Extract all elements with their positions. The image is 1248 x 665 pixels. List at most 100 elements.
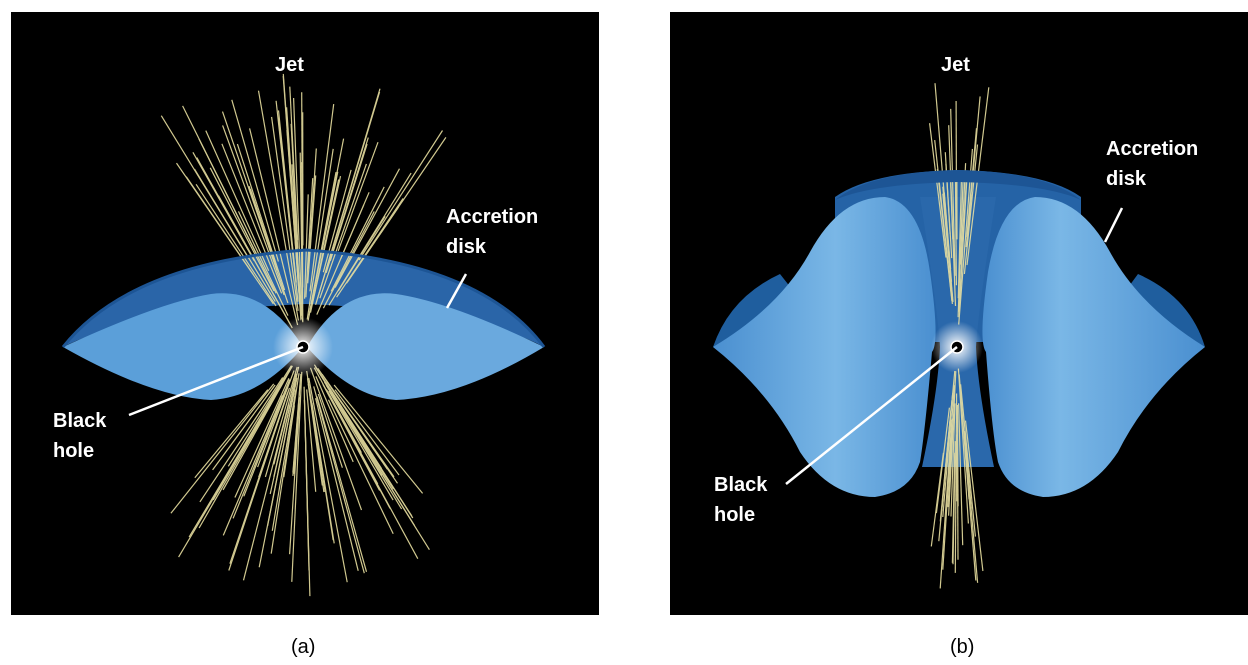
black-hole-pointer-line — [128, 345, 304, 417]
jet-ray — [292, 376, 302, 473]
jet-ray — [337, 215, 386, 292]
jet-ray — [257, 90, 299, 321]
jet-ray — [340, 192, 370, 260]
jet-ray — [236, 143, 286, 291]
jet-ray — [330, 186, 385, 292]
jet-ray — [194, 389, 269, 479]
accretion-disk-back-rim — [63, 250, 544, 347]
jet-ray — [319, 163, 367, 299]
jet-ray — [956, 404, 959, 507]
jet-ray — [939, 385, 955, 589]
jet-ray — [271, 116, 299, 311]
jet-ray — [243, 385, 289, 497]
jet-ray — [221, 111, 289, 304]
jet-ray — [934, 140, 953, 304]
jet-ray — [249, 128, 299, 326]
jet-ray — [930, 452, 944, 547]
accretion-disk-label: Accretion disk — [1106, 138, 1199, 190]
jet-ray — [205, 130, 270, 271]
jet-ray — [960, 384, 976, 537]
jet-ray — [258, 378, 298, 568]
jet-ray — [306, 389, 317, 492]
jet-ray — [309, 175, 342, 313]
panel-a-caption: (a) — [291, 636, 316, 658]
jet-ray — [328, 390, 394, 501]
jet-ray — [212, 384, 276, 471]
jet-ray — [327, 399, 394, 534]
jet-ray — [954, 172, 957, 286]
jet-ray — [307, 383, 323, 486]
jet-ray — [198, 365, 293, 529]
jet-label: Jet — [275, 54, 304, 76]
jet-ray — [306, 370, 326, 492]
jet-upper — [929, 83, 990, 325]
jet-ray — [334, 389, 400, 476]
jet-ray — [277, 110, 297, 283]
black-hole-label: Black hole — [53, 410, 107, 462]
accretion-disk-rim-edge — [61, 248, 546, 348]
jet-ray — [957, 178, 964, 318]
jet-ray — [271, 389, 297, 531]
jet-ray — [307, 148, 317, 269]
jet-ray — [299, 152, 304, 322]
accretion-disk-label: Accretion disk — [446, 206, 539, 258]
jet-ray — [198, 138, 259, 258]
jet-lower — [930, 368, 984, 589]
jet-ray — [942, 186, 954, 302]
jet-ray — [303, 400, 311, 597]
jet-ray — [185, 176, 254, 275]
accretion-disk-pointer-line — [1103, 207, 1124, 243]
jet-ray — [329, 143, 368, 261]
jet-ray — [950, 403, 956, 517]
jet-ray — [313, 386, 365, 574]
jet-ray — [291, 371, 303, 582]
jet-ray — [242, 373, 297, 581]
jet-ray — [309, 104, 335, 292]
jet-ray — [958, 374, 970, 500]
jet-ray — [958, 403, 964, 546]
jet-ray — [315, 376, 354, 463]
jet-ray — [964, 420, 984, 572]
jet-ray — [195, 183, 277, 307]
jet-ray — [939, 407, 952, 522]
jet-ray — [309, 367, 363, 511]
jet-ray — [315, 398, 359, 571]
panel-a-illustration — [61, 73, 546, 597]
jet-ray — [221, 143, 283, 294]
jet-ray — [273, 382, 296, 478]
jet-ray — [957, 176, 963, 299]
jet-ray — [325, 384, 403, 510]
jet-ray — [293, 97, 303, 316]
jet-ray — [963, 430, 979, 583]
jet-ray — [337, 141, 379, 252]
jet-ray — [199, 377, 284, 503]
jet-ray — [929, 123, 947, 258]
jet-ray — [178, 377, 286, 558]
jet-ray — [308, 377, 348, 583]
jet-ray — [952, 441, 956, 565]
black-hole-label: Black hole — [714, 474, 768, 526]
jet-ray — [324, 381, 394, 490]
jet-ray — [948, 125, 957, 307]
jet-ray — [957, 368, 969, 524]
jet-ray — [222, 125, 285, 296]
jet-ray — [347, 206, 399, 282]
accretion-disk-top-rim — [835, 170, 1081, 200]
black-hole-pointer-line — [785, 346, 958, 485]
accretion-disk-left-lobe — [63, 293, 303, 400]
jet-ray — [257, 370, 295, 468]
jet-ray — [942, 419, 952, 518]
jet-ray — [231, 99, 279, 262]
jet-ray — [291, 164, 300, 288]
jet-ray — [232, 379, 291, 519]
jet-ray — [217, 195, 291, 325]
jet-ray — [170, 383, 275, 514]
jet-ray — [322, 169, 352, 273]
jet-ray — [264, 366, 298, 478]
jet-ray — [293, 397, 301, 474]
jet-ray — [966, 194, 972, 237]
jet-ray — [193, 168, 276, 302]
jet-ray — [317, 393, 343, 468]
jet-ray — [334, 168, 401, 288]
jet-ray — [286, 107, 297, 248]
